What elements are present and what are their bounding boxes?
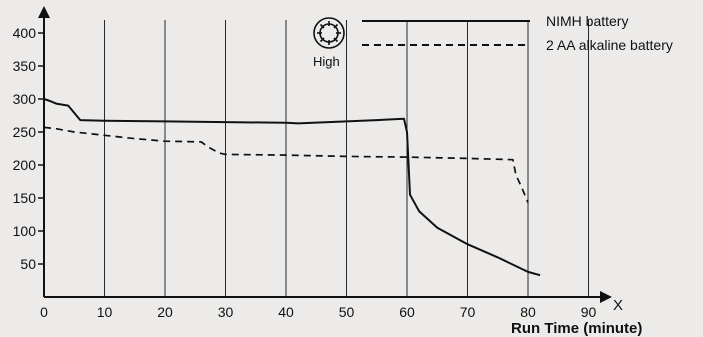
x-tick-label-30: 30 bbox=[218, 304, 234, 320]
y-axis-arrow bbox=[38, 6, 50, 18]
y-tick-label-300: 300 bbox=[13, 91, 37, 107]
x-axis-title: Run Time (minute) bbox=[511, 320, 642, 337]
x-tick-label-90: 90 bbox=[581, 304, 597, 320]
y-tick-label-150: 150 bbox=[13, 190, 37, 206]
x-axis-symbol: X bbox=[613, 297, 623, 314]
y-tick-label-50: 50 bbox=[20, 256, 36, 272]
x-tick-label-40: 40 bbox=[278, 304, 294, 320]
brightness-label: High bbox=[313, 54, 340, 69]
series-layer bbox=[43, 98, 541, 277]
x-tick-label-10: 10 bbox=[97, 304, 113, 320]
sun-icon bbox=[313, 17, 345, 49]
x-axis-arrow bbox=[600, 291, 612, 303]
y-tick-label-100: 100 bbox=[13, 223, 37, 239]
vertical-gridlines bbox=[104, 20, 589, 297]
y-tick-label-350: 350 bbox=[13, 58, 37, 74]
legend: High NIMH battery 2 AA alkaline battery bbox=[313, 13, 673, 69]
x-tick-label-70: 70 bbox=[460, 304, 476, 320]
y-tick-label-250: 250 bbox=[13, 124, 37, 140]
legend-entry-nimh: NIMH battery bbox=[362, 13, 628, 29]
x-tick-label-50: 50 bbox=[339, 304, 355, 320]
series-line-alkaline bbox=[43, 126, 529, 203]
y-tick-label-400: 400 bbox=[13, 25, 37, 41]
x-tick-label-60: 60 bbox=[399, 304, 415, 320]
y-tick-label-200: 200 bbox=[13, 157, 37, 173]
axes bbox=[38, 6, 612, 303]
series-line-nimh bbox=[43, 98, 541, 277]
x-tick-label-20: 20 bbox=[157, 304, 173, 320]
x-tick-label-0: 0 bbox=[40, 304, 48, 320]
legend-label-alkaline: 2 AA alkaline battery bbox=[546, 37, 673, 53]
legend-label-nimh: NIMH battery bbox=[546, 13, 628, 29]
x-tick-label-80: 80 bbox=[520, 304, 536, 320]
legend-entry-alkaline: 2 AA alkaline battery bbox=[362, 37, 673, 53]
brightness-indicator: High bbox=[313, 17, 345, 69]
tick-labels: 50 100 150 200 250 300 350 400 0 10 20 30 40 50 60 70 80… bbox=[13, 25, 597, 320]
